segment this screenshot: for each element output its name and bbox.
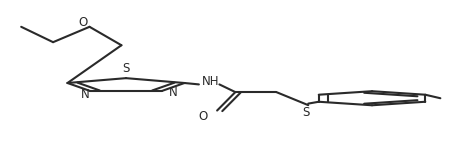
Text: N: N: [81, 88, 90, 101]
Text: O: O: [199, 110, 208, 123]
Text: N: N: [169, 86, 178, 99]
Text: O: O: [78, 16, 87, 29]
Text: S: S: [302, 106, 310, 119]
Text: S: S: [122, 62, 130, 75]
Text: NH: NH: [202, 75, 219, 88]
